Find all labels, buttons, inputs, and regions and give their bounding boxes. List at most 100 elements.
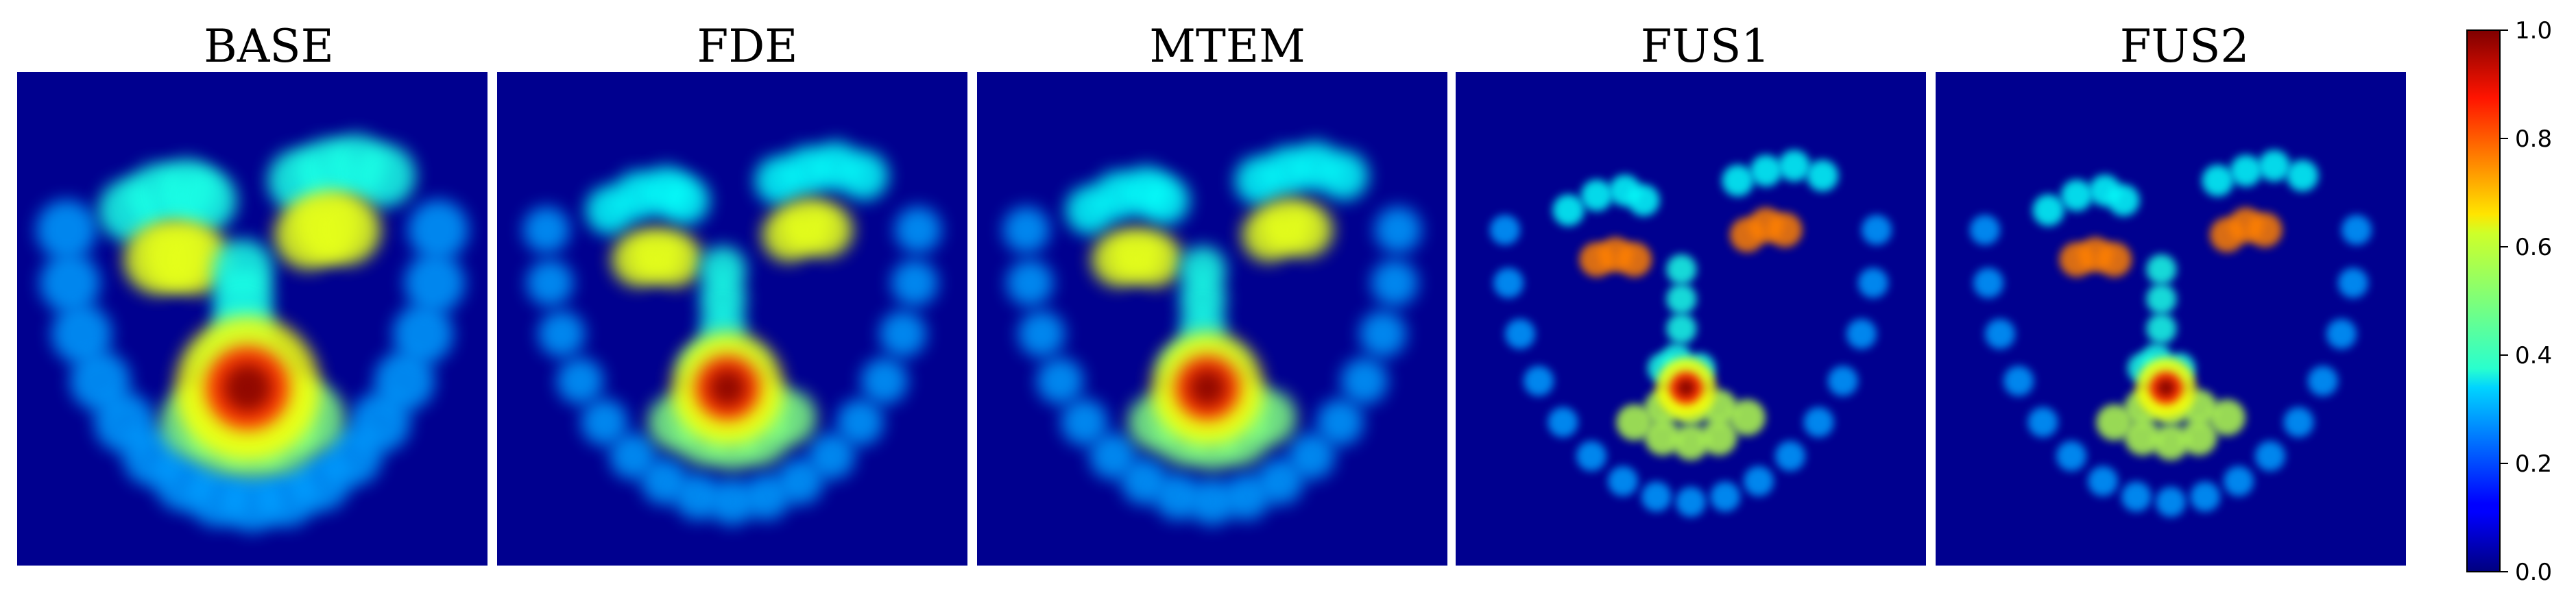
panel-title-2: FDE [697,20,798,73]
jaw-landmark [2307,365,2338,396]
panel-title-5: FUS2 [2120,20,2250,73]
mouth-landmark [1672,424,1709,461]
nose-landmark [1666,313,1697,344]
mouth-landmark [2208,399,2246,436]
jaw-landmark [1676,487,1706,518]
eye-landmark [311,195,381,265]
brow-landmark [1778,149,1811,182]
panel-title-4: FUS1 [1641,20,1770,73]
jaw-landmark [1316,398,1364,446]
mouth-landmark [2180,419,2217,456]
jaw-landmark [808,433,855,480]
jaw-landmark [1018,311,1066,358]
jaw-landmark [860,357,908,404]
brow-landmark [2032,194,2065,226]
jaw-landmark [2121,481,2152,512]
jaw-landmark [1985,319,2016,350]
jaw-landmark [1827,365,1858,396]
jaw-landmark [1002,206,1050,254]
jaw-landmark [2337,267,2368,298]
mouth-landmark [1700,419,1737,456]
colorbar-gradient [2466,29,2501,572]
jaw-landmark [1608,465,1639,496]
panel-title-3: MTEM [1149,20,1305,73]
jaw-landmark [1037,357,1084,404]
eye-landmark [161,225,231,295]
jaw-landmark [1969,215,2000,245]
jaw-landmark [1340,357,1388,404]
nose-landmark [1666,284,1697,315]
heatmap-panel-fus2 [1936,72,2406,566]
jaw-landmark [51,304,112,365]
mouth-hotspot-core [223,363,272,412]
jaw-landmark [374,350,435,411]
brow-landmark [1140,175,1190,225]
jaw-landmark [836,398,884,446]
jaw-landmark [879,311,926,358]
jaw-landmark [1524,365,1554,396]
eye-landmark [2097,242,2132,277]
brow-landmark [1319,151,1369,200]
eye-landmark [799,203,854,257]
jaw-landmark [709,478,756,526]
jaw-landmark [2003,365,2034,396]
colorbar-ticks: 0.0 0.2 0.4 0.6 0.8 1.0 [2500,17,2552,586]
jaw-landmark [2254,441,2285,472]
brow-landmark [352,144,416,208]
brow-landmark [2286,160,2319,192]
colorbar-tick-label: 0.2 [2515,450,2552,478]
jaw-landmark [2088,465,2119,496]
brow-landmark [1628,184,1660,217]
brow-landmark [2108,184,2140,217]
nose-landmark [1666,254,1697,284]
jaw-landmark [1256,457,1303,505]
brow-landmark [2202,165,2234,197]
colorbar-tick-label: 0.6 [2515,234,2552,261]
jaw-landmark [538,311,586,358]
jaw-landmark [1061,398,1108,446]
jaw-landmark [408,199,469,260]
jaw-landmark [404,252,465,313]
jaw-landmark [1973,267,2004,298]
jaw-landmark [1288,433,1335,480]
jaw-landmark [36,199,97,260]
jaw-landmark [1862,215,1892,245]
heatmap-panel-base [17,72,487,566]
mouth-landmark [2124,419,2161,456]
jaw-landmark [1371,259,1418,306]
mouth-landmark [1729,399,1766,436]
brow-landmark [1580,179,1613,212]
brow-landmark [1806,160,1839,192]
mouth-landmark [1644,419,1681,456]
colorbar-tick-label: 0.4 [2515,342,2552,369]
mouth-landmark [2096,404,2133,441]
brow-landmark [173,169,237,232]
jaw-landmark [392,304,453,365]
brow-landmark [2258,149,2291,182]
colorbar-tick-label: 1.0 [2515,17,2552,45]
jaw-landmark [1505,319,1536,350]
jaw-landmark [2190,481,2221,512]
jaw-landmark [610,433,657,480]
jaw-landmark [2056,441,2087,472]
jaw-landmark [1803,407,1834,437]
brow-landmark [839,151,889,200]
eye-landmark [1279,203,1334,257]
jaw-landmark [2326,319,2357,350]
jaw-landmark [581,398,628,446]
jaw-landmark [776,457,823,505]
eye-landmark [1767,213,1803,247]
jaw-landmark [557,357,604,404]
nose-landmark [2146,284,2177,315]
panel-title-1: BASE [204,20,334,73]
heatmap-panel-fus1 [1456,72,1926,566]
brow-landmark [2060,179,2093,212]
jaw-landmark [895,206,942,254]
colorbar-tick-label: 0.0 [2515,559,2552,586]
jaw-landmark [1375,206,1422,254]
brow-landmark [1750,154,1782,187]
jaw-landmark [1493,267,1524,298]
eye-landmark [1617,242,1652,277]
jaw-landmark [1359,311,1406,358]
